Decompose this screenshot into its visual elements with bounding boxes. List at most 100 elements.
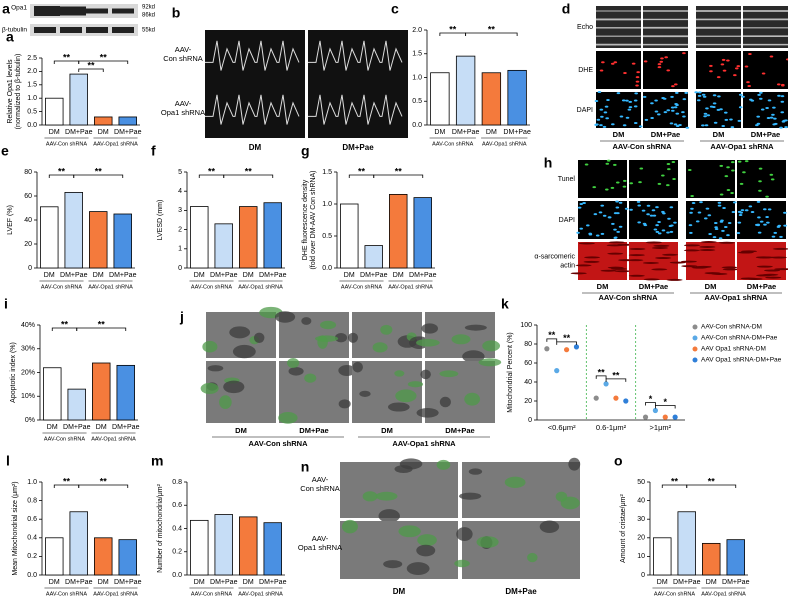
- significance-label: **: [95, 166, 103, 176]
- stain: [602, 214, 607, 217]
- bar: [43, 367, 62, 421]
- blot-signal: [60, 27, 82, 33]
- significance-label: **: [395, 166, 403, 176]
- blot-signal: [112, 27, 134, 33]
- stain: [699, 245, 716, 248]
- stain: [767, 99, 772, 102]
- row-label: Con shRNA: [300, 484, 340, 493]
- stain: [704, 124, 709, 127]
- stain: [690, 207, 694, 210]
- y-tick-label: 0.8: [27, 497, 37, 504]
- y-tick-label: 0.6: [172, 502, 182, 509]
- mitochondrion: [482, 340, 501, 352]
- y-tick-label: 30%: [21, 346, 35, 353]
- x-tick-label: >1μm²: [650, 423, 672, 432]
- group-label: AAV-Con shRNA: [248, 439, 308, 448]
- stain: [576, 231, 580, 234]
- stain: [759, 91, 763, 94]
- col-label: DM: [597, 282, 609, 291]
- col-label: DM+Pae: [747, 282, 776, 291]
- group-label: AAV-Con shRNA: [46, 591, 87, 597]
- significance-bracket: [78, 68, 104, 72]
- data-point: [593, 395, 599, 401]
- stain: [703, 217, 708, 220]
- legend-marker: [692, 335, 698, 341]
- mitochondrion: [416, 408, 439, 418]
- stain: [730, 192, 734, 195]
- stain: [695, 265, 712, 268]
- stain: [769, 173, 774, 176]
- stain: [633, 99, 638, 102]
- y-tick-label: 1.0: [412, 74, 422, 81]
- stain: [688, 224, 693, 227]
- stain: [635, 76, 640, 79]
- stain: [592, 186, 597, 189]
- data-point: [652, 407, 659, 414]
- x-tick-label: DM+Pae: [452, 129, 480, 136]
- stain: [737, 210, 742, 213]
- blot-signal: [34, 27, 56, 33]
- mitochondrion: [436, 459, 451, 470]
- stain: [643, 224, 648, 227]
- bar: [45, 537, 64, 576]
- x-tick-label: DM+Pae: [114, 129, 142, 136]
- bar: [214, 514, 233, 576]
- image-cell: [596, 6, 641, 48]
- mitochondrion: [476, 536, 499, 548]
- stain: [605, 162, 610, 165]
- row-label: α-sarcomeric: [534, 253, 575, 260]
- stain: [764, 269, 781, 272]
- stain: [666, 278, 683, 281]
- mitochondrion: [459, 492, 482, 500]
- group-label: AAV-Opa1 shRNA: [388, 284, 433, 290]
- stain: [733, 74, 737, 77]
- stain: [616, 212, 620, 215]
- bar: [94, 537, 113, 576]
- stain: [633, 122, 638, 125]
- stain: [633, 105, 638, 108]
- x-tick-label: DM: [434, 129, 445, 136]
- data-point: [642, 414, 649, 420]
- stain: [766, 116, 771, 119]
- x-tick-label: DM: [243, 579, 254, 586]
- stain: [637, 221, 641, 224]
- stain: [779, 126, 783, 129]
- image-cell: [743, 6, 788, 48]
- stain: [765, 216, 769, 219]
- mitochondrion: [420, 369, 431, 380]
- mitochondrion: [394, 370, 405, 377]
- y-tick-label: 2.0: [412, 27, 422, 34]
- mitochondrion: [223, 380, 245, 394]
- col-label: DM: [249, 143, 262, 152]
- stain: [765, 195, 769, 198]
- x-tick-label: DM: [93, 272, 104, 279]
- group-label: AAV-Con shRNA: [41, 284, 82, 290]
- panel-letter: k: [501, 296, 509, 312]
- stain: [570, 272, 587, 275]
- mitochondrion: [314, 335, 339, 342]
- row-label: AAV-: [175, 99, 192, 108]
- stain: [769, 55, 774, 58]
- stain: [765, 106, 769, 109]
- stain: [599, 108, 604, 111]
- significance-label: **: [98, 319, 106, 329]
- stain: [689, 211, 693, 214]
- stain: [619, 115, 624, 118]
- stain: [738, 93, 743, 96]
- row-label: Opa1 shRNA: [161, 108, 205, 117]
- stain: [707, 214, 712, 217]
- col-label: DM+Pae: [445, 426, 474, 435]
- bar: [455, 55, 476, 126]
- col-label: DM+Pae: [651, 130, 680, 139]
- group-label: AAV-Con shRNA: [654, 591, 695, 597]
- stain: [697, 211, 702, 214]
- y-axis-label: Apoptotic index (%): [10, 342, 17, 403]
- col-label: DM+Pae: [342, 143, 374, 152]
- y-tick-label: 1.0: [322, 201, 332, 208]
- stain: [694, 91, 698, 94]
- stain: [721, 58, 726, 61]
- stain: [588, 233, 593, 236]
- col-label: DM+Pae: [639, 282, 668, 291]
- y-tick-label: 0.4: [172, 525, 182, 532]
- stain: [689, 231, 693, 234]
